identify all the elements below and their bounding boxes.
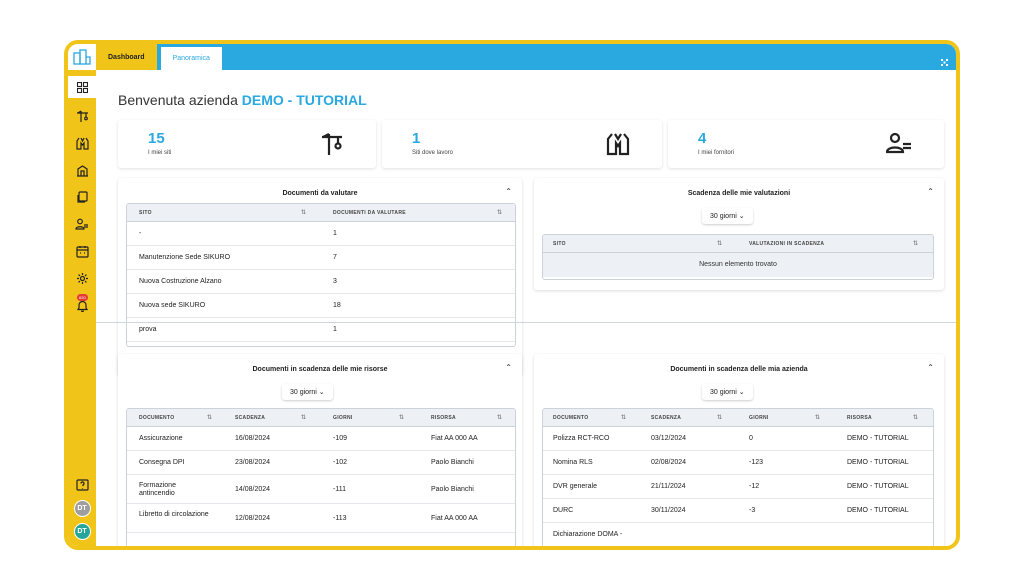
card-resources-due: Documenti in scadenza delle mie risorse … (118, 354, 522, 546)
user-avatar-online[interactable]: DT (73, 523, 91, 540)
sort-icon[interactable]: ⇅ (497, 210, 503, 216)
sort-icon[interactable]: ⇅ (717, 415, 723, 421)
sort-icon[interactable]: ⇅ (301, 210, 307, 216)
apps-grid-icon[interactable] (941, 53, 948, 71)
card-documents-to-evaluate: Documenti da valutare ⌃ SITO ⇅ DOCUMENTI… (118, 178, 522, 376)
stat-card-suppliers[interactable]: 4 I miei fornitori (668, 120, 944, 168)
table-row[interactable]: prova 1 (127, 318, 515, 342)
card-title: Scadenza delle mie valutazioni (687, 190, 791, 197)
notification-icon (76, 300, 88, 312)
table-row[interactable]: DURC 30/11/2024 -3 DEMO - TUTORIAL (543, 499, 933, 523)
stat-label: I miei fornitori (698, 150, 735, 156)
table-row[interactable]: Assicurazione 16/08/2024 -109 Fiat AA 000 A… (127, 427, 515, 451)
sidebar-item-workers[interactable] (72, 134, 92, 152)
empty-message: Nessun elemento trovato (543, 253, 933, 277)
help-button[interactable] (72, 476, 92, 494)
vest-icon (606, 132, 630, 161)
table-row[interactable]: Formazione antincendio 14/08/2024 -111 Paol… (127, 475, 515, 504)
app-logo[interactable] (68, 44, 96, 70)
table-row[interactable]: Nuova Costruzione Alzano 3 (127, 270, 515, 294)
card-evaluations-due: Scadenza delle mie valutazioni ⌃ 30 gior… (534, 178, 944, 290)
card-title: Documenti in scadenza delle mie risorse (252, 366, 388, 373)
days-select[interactable]: 30 giorni ⌄ (702, 384, 753, 400)
stat-card-work-sites[interactable]: 1 Siti dove lavoro (382, 120, 662, 168)
sort-icon[interactable]: ⇅ (815, 415, 821, 421)
table-header: DOCUMENTO ⇅ SCADENZA ⇅ GIORNI ⇅ RISORSA … (543, 409, 933, 427)
stat-label: Siti dove lavoro (412, 150, 454, 156)
table-row[interactable]: Polizza RCT-RCO 03/12/2024 0 DEMO - TUTORIA… (543, 427, 933, 451)
gear-icon (76, 272, 88, 284)
vest-icon (75, 137, 89, 150)
sidebar-item-calendar[interactable] (72, 242, 92, 260)
sidebar-item-dashboard[interactable] (68, 76, 96, 98)
stat-card-my-sites[interactable]: 15 I miei siti (118, 120, 376, 168)
layers-icon (76, 190, 88, 203)
table-header: SITO ⇅ DOCUMENTI DA VALUTARE ⇅ (127, 204, 515, 222)
table-row[interactable]: Consegna DPI 23/08/2024 -102 Paolo Bianchi (127, 451, 515, 475)
sort-icon[interactable]: ⇅ (497, 415, 503, 421)
sort-icon[interactable]: ⇅ (301, 415, 307, 421)
sidebar-item-sites[interactable] (72, 107, 92, 125)
help-icon (75, 478, 89, 491)
collapse-icon[interactable]: ⌃ (927, 363, 934, 372)
building-icon (76, 164, 88, 177)
notification-badge: 620 (77, 294, 88, 301)
card-title: Documenti da valutare (282, 190, 358, 197)
page-title: Benvenuta azienda DEMO - TUTORIAL (118, 92, 367, 108)
card-title: Documenti in scadenza delle mia azienda (670, 366, 808, 373)
sort-icon[interactable]: ⇅ (913, 241, 919, 247)
table-row[interactable]: DVR generale 21/11/2024 -12 DEMO - TUTORIAL (543, 475, 933, 499)
stat-label: I miei siti (148, 150, 172, 156)
table-row[interactable]: Dichiarazione DOMA - (543, 523, 933, 546)
stat-value: 1 (412, 130, 421, 147)
divider (96, 322, 956, 323)
crane-icon (76, 110, 88, 122)
sidebar-item-notifications[interactable]: 620 (72, 294, 92, 314)
sidebar-item-documents[interactable] (72, 188, 92, 206)
main-content: Benvenuta azienda DEMO - TUTORIAL 15 I m… (96, 70, 956, 546)
tab-dashboard[interactable]: Dashboard (96, 44, 157, 70)
people-icon (885, 132, 912, 159)
collapse-icon[interactable]: ⌃ (927, 187, 934, 196)
app-window: 620 DT DT Dashboard Panoramica Benvenuta… (64, 40, 960, 550)
stat-value: 4 (698, 130, 707, 147)
stat-value: 15 (148, 130, 165, 147)
sort-icon[interactable]: ⇅ (621, 415, 627, 421)
table-header: DOCUMENTO ⇅ SCADENZA ⇅ GIORNI ⇅ RISORSA … (127, 409, 515, 427)
sort-icon[interactable]: ⇅ (207, 415, 213, 421)
people-icon (75, 218, 88, 230)
table-row[interactable]: Nomina RLS 02/08/2024 -123 DEMO - TUTORIAL (543, 451, 933, 475)
sort-icon[interactable]: ⇅ (913, 415, 919, 421)
sort-icon[interactable]: ⇅ (717, 241, 723, 247)
sidebar-item-companies[interactable] (72, 161, 92, 179)
table-row[interactable]: -1 (127, 222, 515, 246)
sidebar: 620 DT DT (68, 44, 96, 546)
calendar-icon (75, 245, 89, 258)
crane-icon (320, 132, 344, 161)
table-header: SITO ⇅ VALUTAZIONI IN SCADENZA ⇅ (543, 235, 933, 253)
collapse-icon[interactable]: ⌃ (505, 363, 512, 372)
tab-panoramica[interactable]: Panoramica (160, 47, 222, 70)
table-row[interactable]: Nuova sede SIKURO 18 (127, 294, 515, 318)
sort-icon[interactable]: ⇅ (399, 415, 405, 421)
sidebar-item-settings[interactable] (72, 269, 92, 287)
top-bar: Dashboard Panoramica (96, 44, 956, 70)
avatar[interactable]: DT (73, 500, 91, 517)
days-select[interactable]: 30 giorni ⌄ (702, 208, 753, 224)
table-row[interactable]: Manutenzione Sede SIKURO 7 (127, 246, 515, 270)
sidebar-item-suppliers[interactable] (72, 215, 92, 233)
documents-table: SITO ⇅ DOCUMENTI DA VALUTARE ⇅ -1 Manute… (126, 203, 516, 347)
grid-icon (76, 81, 88, 93)
collapse-icon[interactable]: ⌃ (505, 187, 512, 196)
card-company-due: Documenti in scadenza delle mia azienda … (534, 354, 944, 546)
evaluations-table: SITO ⇅ VALUTAZIONI IN SCADENZA ⇅ Nessun … (542, 234, 934, 280)
table-row[interactable]: Libretto di circolazione 12/08/2024 -113 Fi… (127, 504, 515, 533)
company-table: DOCUMENTO ⇅ SCADENZA ⇅ GIORNI ⇅ RISORSA … (542, 408, 934, 546)
resources-table: DOCUMENTO ⇅ SCADENZA ⇅ GIORNI ⇅ RISORSA … (126, 408, 516, 546)
days-select[interactable]: 30 giorni ⌄ (282, 384, 333, 400)
